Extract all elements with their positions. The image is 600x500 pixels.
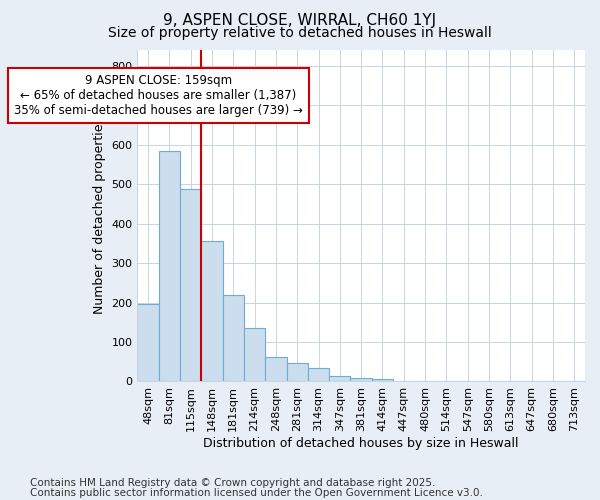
Bar (137, 304, 158, 382)
Bar (223, 294, 244, 382)
Text: Contains public sector information licensed under the Open Government Licence v3: Contains public sector information licen… (30, 488, 483, 498)
X-axis label: Distribution of detached houses by size in Heswall: Distribution of detached houses by size … (203, 437, 519, 450)
Bar (350, 378, 372, 382)
Bar (201, 240, 223, 382)
Bar (244, 328, 265, 382)
Text: Size of property relative to detached houses in Heswall: Size of property relative to detached ho… (108, 26, 492, 40)
Text: Contains HM Land Registry data © Crown copyright and database right 2025.: Contains HM Land Registry data © Crown c… (30, 478, 436, 488)
Bar (265, 357, 287, 382)
Bar (158, 150, 180, 382)
Bar (372, 380, 393, 382)
Bar (180, 190, 201, 382)
Text: 9 ASPEN CLOSE: 159sqm
← 65% of detached houses are smaller (1,387)
35% of semi-d: 9 ASPEN CLOSE: 159sqm ← 65% of detached … (14, 74, 303, 116)
Y-axis label: Number of detached properties: Number of detached properties (93, 117, 106, 314)
Bar (308, 368, 329, 382)
Text: 9, ASPEN CLOSE, WIRRAL, CH60 1YJ: 9, ASPEN CLOSE, WIRRAL, CH60 1YJ (163, 12, 437, 28)
Bar (329, 376, 350, 382)
Bar (287, 364, 308, 382)
